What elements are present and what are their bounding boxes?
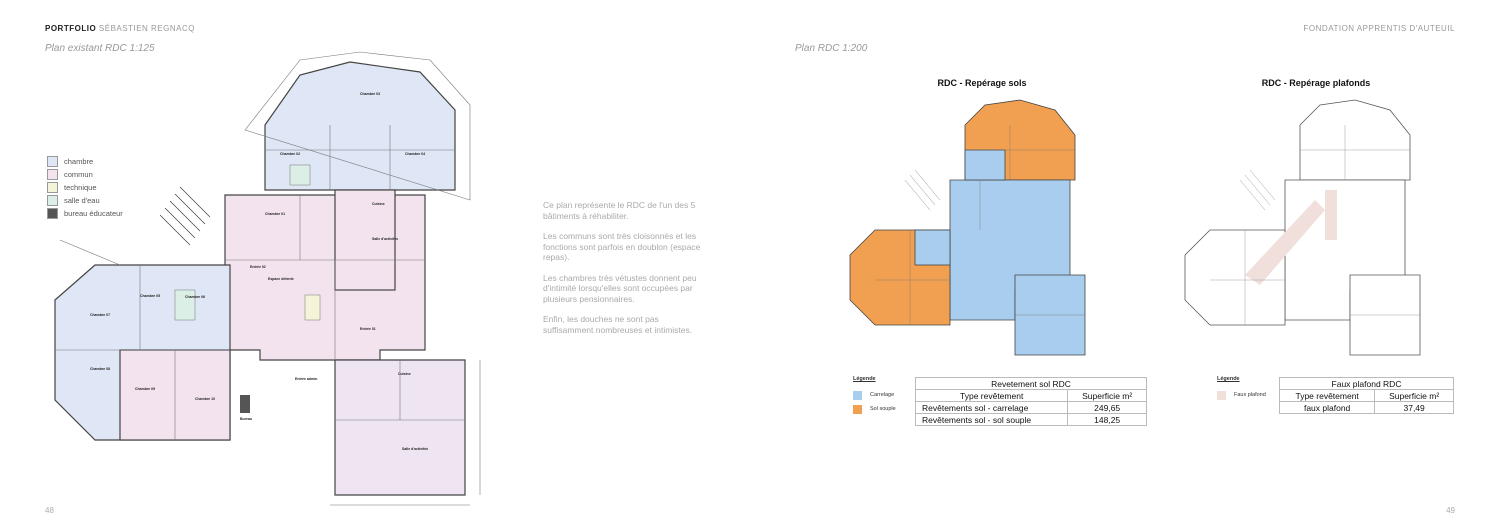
table-title: Revetement sol RDC [915, 377, 1147, 390]
table-cell: Revêtements sol - carrelage [914, 401, 1069, 414]
legend-label: Carrelage [870, 392, 895, 398]
table-header: Type revêtement [1278, 389, 1376, 402]
paragraph: Les communs sont très cloisonnés et les … [543, 231, 701, 262]
room-label: Cuisine [372, 202, 385, 206]
legend-item: bureau éducateur [47, 207, 123, 220]
room-label: Chambre 05 [140, 294, 160, 298]
legend: chambre commun technique salle d'eau bur… [47, 155, 123, 220]
legend-label: commun [64, 170, 93, 179]
room-label: Chambre 09 [135, 387, 155, 391]
room-label: Cuisine [398, 372, 411, 376]
plan-title: RDC - Repérage sols [937, 78, 1027, 88]
legend-label: chambre [64, 157, 94, 166]
room-label: Chambre 01 [265, 212, 285, 216]
room-label: Salle d'activités [402, 447, 428, 451]
header-right: FONDATION APPRENTIS D'AUTEUIL [1303, 24, 1455, 33]
room-label: Entrée 02 [250, 265, 266, 269]
room-label: Chambre 04 [405, 152, 425, 156]
legend-item: Sol souple [853, 402, 896, 416]
table-title: Faux plafond RDC [1279, 377, 1454, 390]
legend-title: Légende [853, 376, 876, 382]
room-label: Chambre 06 [185, 295, 205, 299]
legend-item: technique [47, 181, 123, 194]
legend-title: Légende [1217, 376, 1240, 382]
table-header: Superficie m² [1374, 389, 1454, 402]
author: SÉBASTIEN REGNACQ [98, 24, 195, 33]
legend-label: technique [64, 183, 97, 192]
legend: Légende Faux plafond [1217, 376, 1266, 402]
table-cell: 249,65 [1067, 401, 1147, 414]
legend-item: Carrelage [853, 388, 896, 402]
table-header: Type revêtement [914, 389, 1069, 402]
brand: PORTFOLIO [45, 24, 97, 33]
plan-title: RDC - Repérage plafonds [1261, 78, 1371, 88]
room-label: Chambre 03 [360, 92, 380, 96]
room-label: Espace détente [268, 277, 294, 281]
table-cell: 37,49 [1374, 401, 1454, 414]
paragraph: Enfin, les douches ne sont pas suffisamm… [543, 314, 693, 335]
table-cell: Revêtements sol - sol souple [914, 413, 1069, 426]
plans-rdc [849, 99, 1421, 356]
room-label: Chambre 08 [90, 367, 110, 371]
room-label: Bureau [240, 417, 252, 421]
legend-label: Faux plafond [1234, 392, 1266, 398]
legend-label: bureau éducateur [64, 209, 123, 218]
description: Ce plan représente le RDC de l'un des 5 … [543, 200, 708, 345]
paragraph: Ce plan représente le RDC de l'un des 5 … [543, 200, 696, 221]
paragraph: Les chambres très vétustes donnent peu d… [543, 272, 697, 304]
room-label: Chambre 02 [280, 152, 300, 156]
plan-existing: Chambre 03 Chambre 02 Chambre 04 Chambre… [54, 51, 481, 506]
table: Faux plafond RDC Type revêtement Superfic… [1278, 377, 1454, 414]
room-label: Chambre 10 [195, 397, 215, 401]
page-number: 49 [1446, 506, 1455, 515]
room-label: Entrée 01 [360, 327, 376, 331]
legend-label: Sol souple [870, 406, 896, 412]
subtitle: Plan RDC 1:200 [795, 43, 868, 54]
table-cell: faux plafond [1278, 401, 1376, 414]
room-label: Chambre 07 [90, 313, 110, 317]
legend-item: chambre [47, 155, 123, 168]
legend-item: Faux plafond [1217, 388, 1266, 402]
subtitle: Plan existant RDC 1:125 [45, 43, 155, 54]
table: Revetement sol RDC Type revêtement Superf… [914, 377, 1147, 426]
legend-item: commun [47, 168, 123, 181]
legend: Légende Carrelage Sol souple [853, 376, 896, 416]
table-cell: 148,25 [1067, 413, 1147, 426]
room-label: Entrée admin. [295, 377, 318, 381]
table-header: Superficie m² [1067, 389, 1147, 402]
legend-label: salle d'eau [64, 196, 100, 205]
room-label: Salle d'activités [372, 237, 398, 241]
legend-item: salle d'eau [47, 194, 123, 207]
page-number: 48 [45, 506, 54, 515]
header-left: PORTFOLIO SÉBASTIEN REGNACQ [45, 24, 195, 33]
